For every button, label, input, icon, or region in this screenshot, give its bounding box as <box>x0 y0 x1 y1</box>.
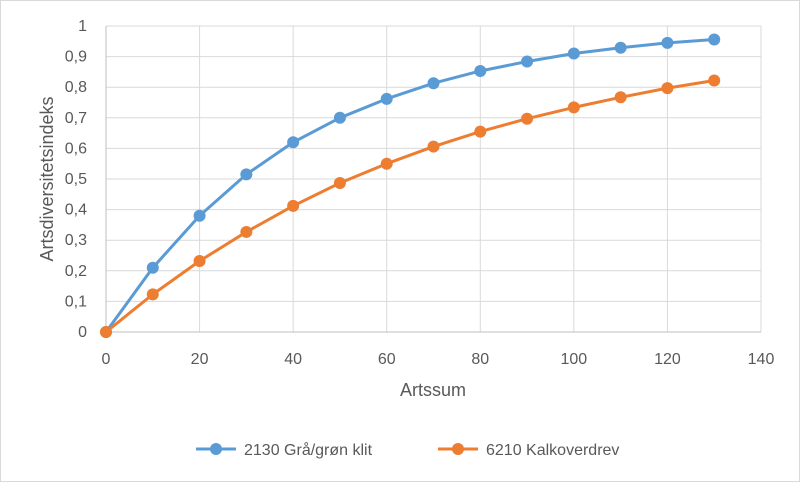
legend: 2130 Grå/grøn klit 6210 Kalkoverdrev <box>196 441 619 459</box>
legend-label: 6210 Kalkoverdrev <box>486 442 619 459</box>
y-tick-label: 0,3 <box>65 232 87 249</box>
x-tick-label: 20 <box>191 351 209 368</box>
data-point <box>380 157 393 170</box>
x-tick-label: 60 <box>378 351 396 368</box>
data-point <box>333 176 346 189</box>
x-tick-label: 0 <box>102 351 111 368</box>
series-1 <box>100 33 721 338</box>
data-point <box>240 225 253 238</box>
y-tick-label: 0,8 <box>65 79 87 96</box>
data-point <box>427 77 440 90</box>
y-axis-title: Artsdiversitetsindeks <box>37 96 57 261</box>
legend-item-2: 6210 Kalkoverdrev <box>438 442 619 459</box>
data-point <box>567 101 580 114</box>
series-2 <box>100 74 721 338</box>
data-point <box>567 47 580 60</box>
data-point <box>474 64 487 77</box>
data-point <box>474 125 487 138</box>
legend-item-1: 2130 Grå/grøn klit <box>196 441 373 459</box>
data-point <box>193 209 206 222</box>
data-point <box>193 255 206 268</box>
data-point <box>427 140 440 153</box>
legend-label: 2130 Grå/grøn klit <box>244 441 373 459</box>
y-tick-label: 0,6 <box>65 140 87 157</box>
data-point <box>521 112 534 125</box>
data-point <box>287 199 300 212</box>
y-tick-label: 0,9 <box>65 49 87 66</box>
data-point <box>146 261 159 274</box>
data-point <box>240 168 253 181</box>
data-point <box>661 36 674 49</box>
y-tick-label: 0,5 <box>65 171 87 188</box>
data-point <box>521 55 534 68</box>
x-tick-label: 80 <box>471 351 489 368</box>
y-tick-label: 0 <box>78 324 87 341</box>
data-point <box>708 33 721 46</box>
data-point <box>380 92 393 105</box>
legend-swatch-marker <box>452 443 464 455</box>
data-point <box>614 41 627 54</box>
data-point <box>708 74 721 87</box>
x-tick-label: 100 <box>561 351 588 368</box>
data-point <box>333 111 346 124</box>
y-tick-label: 0,1 <box>65 293 87 310</box>
series-layer <box>100 33 721 338</box>
y-tick-label: 0,2 <box>65 263 87 280</box>
data-point <box>661 82 674 95</box>
x-tick-label: 140 <box>748 351 775 368</box>
data-point <box>146 288 159 301</box>
x-tick-label: 120 <box>654 351 681 368</box>
x-axis-title: Artssum <box>400 380 466 400</box>
axes: 0 0,1 0,2 0,3 0,4 0,5 0,6 0,7 0,8 0,9 1 0 20 40 60 80 10… <box>65 18 775 368</box>
legend-swatch-marker <box>210 443 222 455</box>
series-line <box>105 78 715 334</box>
series-line <box>104 37 715 333</box>
y-tick-label: 0,4 <box>65 202 87 219</box>
data-point <box>287 136 300 149</box>
data-point <box>100 326 112 338</box>
data-point <box>614 91 627 104</box>
gridlines <box>106 25 762 332</box>
x-tick-label: 40 <box>284 351 302 368</box>
y-tick-label: 0,7 <box>65 110 87 127</box>
y-tick-label: 1 <box>78 18 87 35</box>
